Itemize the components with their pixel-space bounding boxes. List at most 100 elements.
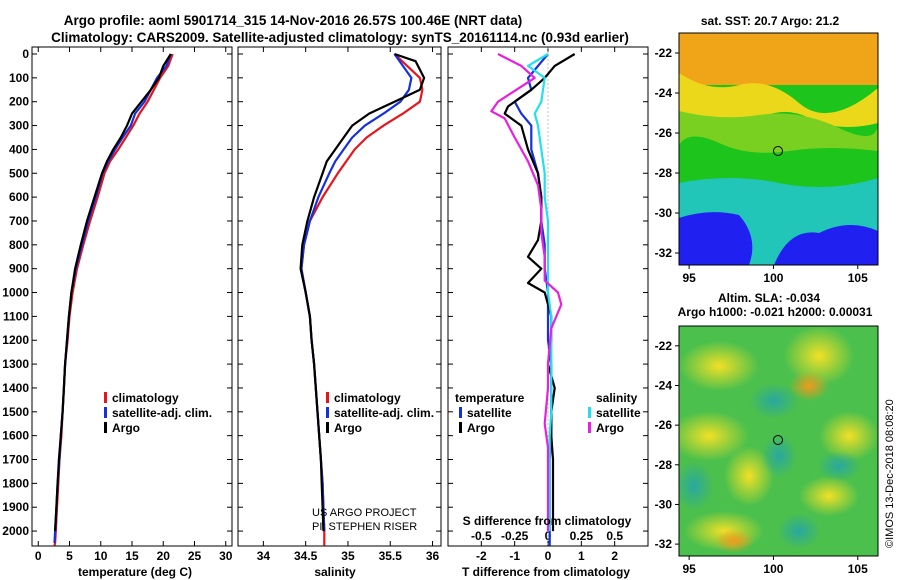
- legend-swatch-temperature-satellite: [459, 407, 462, 418]
- x-tick-label: -1: [509, 549, 520, 563]
- legend-label-argo: Argo: [112, 421, 140, 435]
- difference-panel-pressure-ticks: [448, 53, 648, 532]
- pressure-axis-ticks: 0 100 200 300 400 500 600 700 800 900 1000 1100 1200…: [2, 47, 232, 538]
- s-difference-axis-label: S difference from climatology: [463, 514, 632, 528]
- latitude-tick-label: -30: [655, 497, 673, 511]
- longitude-tick-label: 95: [682, 562, 696, 576]
- series-line-salinity-satellite: [526, 53, 553, 532]
- pressure-tick-label: 200: [9, 95, 29, 109]
- temperature-axis-label: temperature (deg C): [78, 565, 192, 579]
- x-tick-label: -2: [476, 549, 487, 563]
- sla-map-frame: [678, 325, 879, 557]
- series-line-temperature-argo: [503, 53, 576, 532]
- temperature-axis-ticks: 0 5 10 15 20 25 30: [35, 47, 233, 563]
- legend-label-salinity-satellite: satellite: [596, 406, 641, 420]
- legend-label-temperature-argo: Argo: [467, 421, 495, 435]
- pressure-tick-label: 1200: [2, 333, 29, 347]
- pressure-tick-label: 0: [22, 47, 29, 61]
- pressure-tick-label: 700: [9, 214, 29, 228]
- x-tick-label: 0: [35, 549, 42, 563]
- longitude-tick-label: 95: [682, 271, 696, 285]
- x-tick-label: 15: [125, 549, 139, 563]
- legend-swatch-argo: [326, 422, 329, 433]
- difference-panel: -2 -1 0 1 2 -0.5 -0.25 0 0.25 0.5 S difference f…: [447, 46, 649, 579]
- latitude-tick-label: -22: [655, 46, 673, 60]
- imos-timestamp: ©IMOS 13-Dec-2018 08:08:20: [884, 399, 896, 548]
- pressure-tick-label: 900: [9, 262, 29, 276]
- pressure-tick-label: 1400: [2, 381, 29, 395]
- latitude-tick-label: -24: [655, 86, 673, 100]
- pressure-tick-label: 1500: [2, 405, 29, 419]
- legend-swatch-satellite-adj: [326, 407, 329, 418]
- series-line-salinity-argo: [490, 53, 563, 532]
- s-diff-tick-label: -0.25: [501, 529, 529, 543]
- x-tick-label: 10: [94, 549, 108, 563]
- salinity-legend: climatology satellite-adj. clim. Argo: [326, 391, 434, 435]
- pressure-tick-label: 1300: [2, 357, 29, 371]
- sst-longitude-ticks: 95 100 105: [682, 265, 868, 285]
- pressure-tick-label: 100: [9, 71, 29, 85]
- s-diff-tick-label: 0.5: [606, 529, 623, 543]
- s-difference-axis-ticks: -0.5 -0.25 0 0.25 0.5: [471, 529, 623, 543]
- difference-legend: temperature satellite Argo salinity sate…: [455, 391, 641, 435]
- latitude-tick-label: -24: [655, 378, 673, 392]
- x-tick-label: 34.5: [294, 549, 318, 563]
- pressure-tick-label: 1800: [2, 476, 29, 490]
- temperature-panel: 0100200300400500600700800900100011001200…: [2, 46, 233, 579]
- s-diff-tick-label: 0.25: [570, 529, 594, 543]
- pressure-tick-label: 1600: [2, 429, 29, 443]
- legend-swatch-argo: [104, 422, 107, 433]
- legend-label-temperature-satellite: satellite: [467, 406, 512, 420]
- latitude-tick-label: -26: [655, 126, 673, 140]
- temperature-profile-lines: [53, 53, 174, 546]
- sst-map-panel: sat. SST: 20.7 Argo: 21.2 -22 -24 -26 -28 -3…: [655, 14, 879, 285]
- legend-swatch-climatology: [104, 392, 107, 403]
- sla-map-panel: Altim. SLA: -0.034 Argo h1000: -0.021 h2…: [655, 291, 879, 576]
- x-tick-label: 2: [611, 549, 618, 563]
- latitude-tick-label: -32: [655, 246, 673, 260]
- series-line-argo: [54, 53, 172, 532]
- sla-latitude-ticks: -22 -24 -26 -28 -30 -32: [655, 339, 679, 551]
- x-tick-label: 5: [66, 549, 73, 563]
- t-difference-axis-ticks: -2 -1 0 1 2: [476, 47, 618, 563]
- legend-swatch-satellite-adj: [104, 407, 107, 418]
- credit-pi: PI: STEPHEN RISER: [312, 521, 417, 533]
- legend-label-salinity-argo: Argo: [596, 421, 624, 435]
- x-tick-label: 34: [257, 549, 271, 563]
- pressure-tick-label: 1700: [2, 453, 29, 467]
- legend-title-temperature: temperature: [455, 391, 525, 405]
- series-line-climatology: [53, 53, 174, 546]
- figure-title-line1: Argo profile: aoml 5901714_315 14-Nov-20…: [64, 13, 522, 28]
- pressure-tick-label: 1000: [2, 286, 29, 300]
- x-tick-label: 36: [426, 549, 440, 563]
- sst-map-image: [679, 33, 878, 265]
- legend-swatch-salinity-argo: [588, 422, 591, 433]
- t-difference-axis-label: T difference from climatology: [462, 565, 630, 579]
- salinity-axes-frame: [237, 46, 442, 547]
- pressure-tick-label: 300: [9, 119, 29, 133]
- float-location-marker-sst: [773, 146, 783, 156]
- pressure-tick-label: 500: [9, 166, 29, 180]
- pressure-tick-label: 1100: [3, 309, 29, 323]
- sst-latitude-ticks: -22 -24 -26 -28 -30 -32: [655, 46, 679, 260]
- x-tick-label: 20: [157, 549, 171, 563]
- longitude-tick-label: 100: [763, 562, 783, 576]
- longitude-tick-label: 105: [848, 271, 868, 285]
- salinity-profile-lines: [299, 52, 426, 546]
- latitude-tick-label: -28: [655, 458, 673, 472]
- latitude-tick-label: -32: [655, 537, 673, 551]
- sla-longitude-ticks: 95 100 105: [682, 556, 868, 576]
- sst-map-title: sat. SST: 20.7 Argo: 21.2: [701, 14, 840, 28]
- pressure-tick-label: 600: [9, 190, 29, 204]
- legend-label-satellite-adj: satellite-adj. clim.: [112, 406, 212, 420]
- credit-project: US ARGO PROJECT: [312, 507, 417, 519]
- legend-swatch-temperature-argo: [459, 422, 462, 433]
- temperature-legend: climatology satellite-adj. clim. Argo: [104, 391, 212, 435]
- latitude-tick-label: -30: [655, 206, 673, 220]
- sla-map-title-2: Argo h1000: -0.021 h2000: 0.00031: [678, 305, 873, 319]
- sst-map-frame: [678, 32, 879, 266]
- salinity-axis-label: salinity: [314, 565, 356, 579]
- pressure-tick-label: 1900: [2, 500, 29, 514]
- latitude-tick-label: -22: [655, 339, 673, 353]
